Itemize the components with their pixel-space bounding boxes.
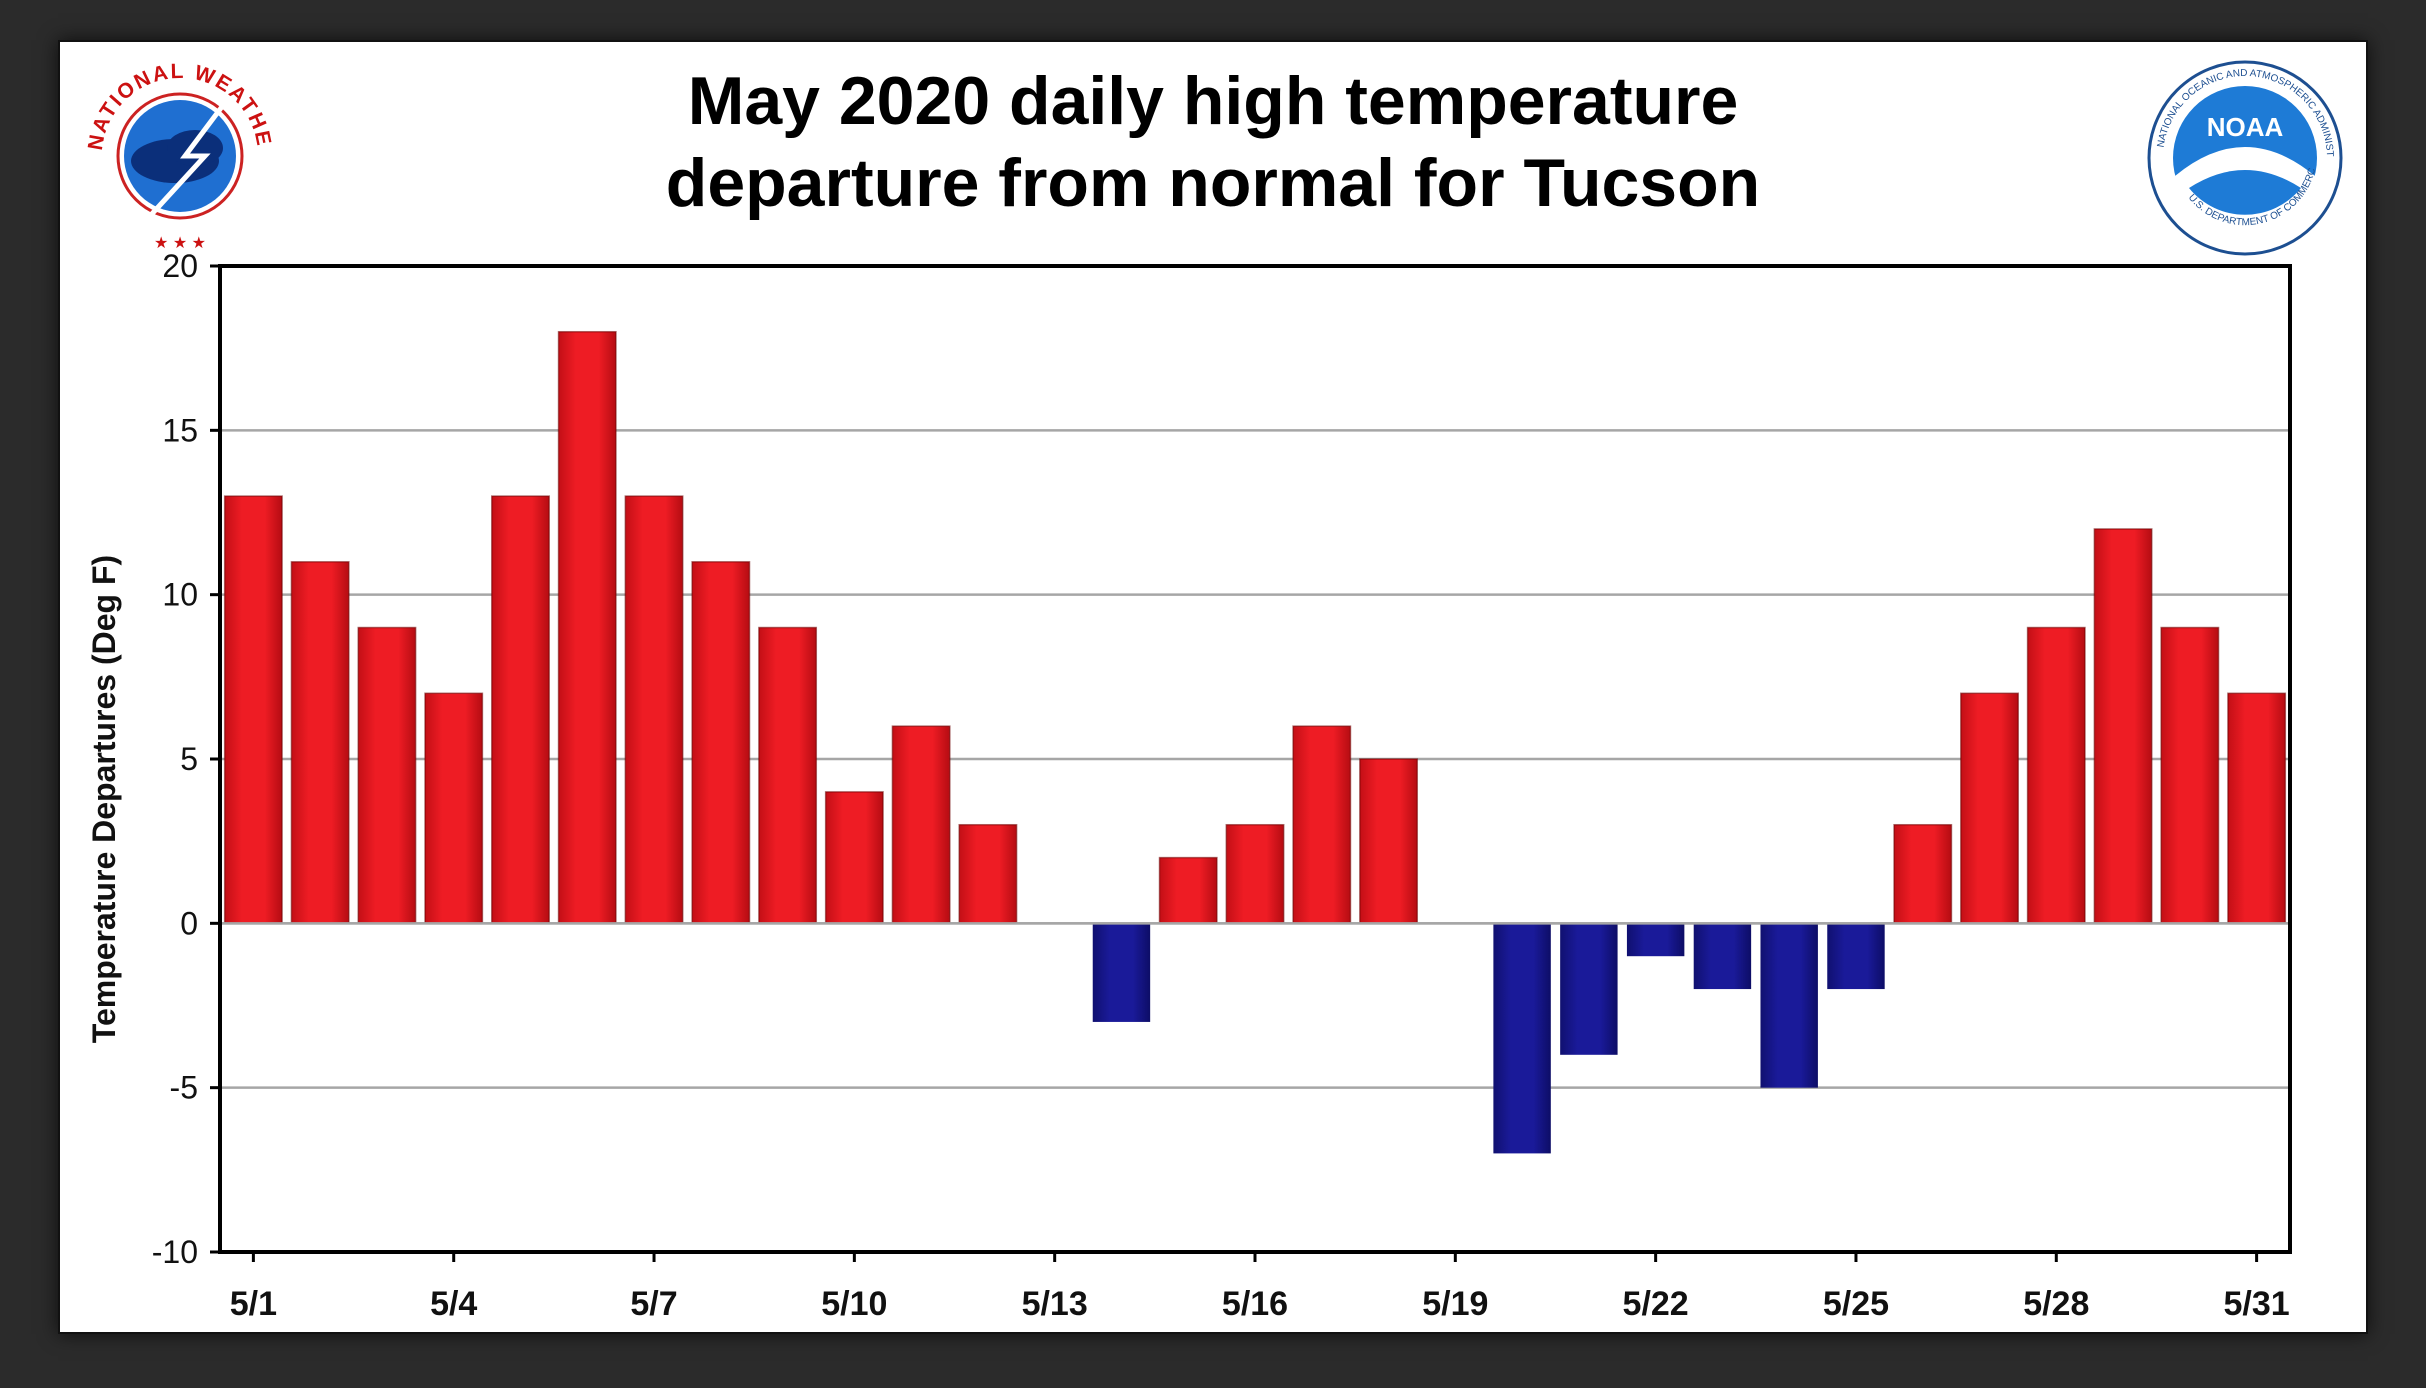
- bar-5-27: [1960, 692, 2019, 925]
- bar-5-17: [1292, 725, 1352, 925]
- chart-title: May 2020 daily high temperature departur…: [60, 60, 2366, 224]
- bar-5-7: [624, 495, 684, 925]
- bar-5-25: [1827, 923, 1885, 990]
- bar-5-8: [691, 561, 751, 925]
- x-tick-label: 5/19: [1422, 1285, 1488, 1323]
- x-tick-label: 5/10: [821, 1285, 887, 1323]
- title-line-1: May 2020 daily high temperature: [687, 63, 1739, 139]
- y-tick-label: 0: [180, 905, 198, 941]
- bar-5-15: [1158, 856, 1218, 925]
- x-tick-label: 5/1: [230, 1285, 277, 1323]
- bar-5-2: [290, 561, 350, 925]
- x-tick-label: 5/4: [430, 1285, 477, 1323]
- bar-5-26: [1893, 823, 1953, 925]
- y-tick-label: -10: [152, 1234, 198, 1270]
- svg-text:★ ★ ★: ★ ★ ★: [154, 235, 206, 252]
- x-tick-label: 5/13: [1022, 1285, 1088, 1323]
- bar-5-16: [1225, 823, 1285, 925]
- x-tick-label: 5/28: [2023, 1285, 2089, 1323]
- y-tick-label: -5: [170, 1070, 198, 1106]
- bar-5-3: [357, 626, 417, 925]
- bar-5-31: [2227, 692, 2287, 925]
- bar-5-30: [2160, 626, 2220, 925]
- bar-5-21: [1560, 923, 1618, 1055]
- y-axis-label: Temperature Departures (Deg F): [86, 555, 122, 1043]
- bar-5-4: [424, 692, 484, 925]
- bar-5-9: [758, 626, 818, 925]
- y-tick-label: 10: [162, 577, 198, 613]
- y-tick-label: 5: [180, 741, 198, 777]
- x-tick-label: 5/22: [1623, 1285, 1689, 1323]
- noaa-logo: NOAA NATIONAL OCEANIC AND ATMOSPHERIC AD…: [2145, 58, 2343, 256]
- y-tick-label: 20: [162, 248, 198, 284]
- bar-5-24: [1760, 923, 1818, 1088]
- x-tick-label: 5/7: [630, 1285, 677, 1323]
- chart-frame: NATIONAL WEATHER SERVICE ★ ★ ★ May 2020 …: [58, 40, 2368, 1334]
- nws-logo: NATIONAL WEATHER SERVICE ★ ★ ★: [80, 56, 274, 252]
- x-tick-label: 5/31: [2224, 1285, 2290, 1323]
- bar-5-22: [1626, 923, 1685, 957]
- bar-5-1: [223, 495, 283, 925]
- title-line-2: departure from normal for Tucson: [665, 145, 1761, 221]
- bar-5-6: [557, 330, 617, 925]
- noaa-wordmark: NOAA: [2207, 112, 2284, 142]
- bar-5-28: [2026, 626, 2086, 925]
- bar-5-11: [891, 725, 951, 925]
- bar-5-29: [2093, 528, 2153, 925]
- x-tick-label: 5/25: [1823, 1285, 1889, 1323]
- x-tick-label: 5/16: [1222, 1285, 1288, 1323]
- bar-5-18: [1359, 758, 1419, 925]
- bar-5-23: [1693, 923, 1752, 990]
- bar-5-14: [1092, 923, 1151, 1022]
- bar-5-12: [958, 823, 1018, 925]
- bar-5-10: [824, 791, 884, 925]
- bar-5-20: [1493, 923, 1551, 1154]
- bar-chart: 20 15 10 5 0 -5 -10 5/1 5/4 5/7 5/10 5/13 5/16 5/19 5/…: [86, 248, 2292, 1323]
- y-tick-label: 15: [162, 412, 198, 448]
- bar-5-5: [491, 495, 550, 925]
